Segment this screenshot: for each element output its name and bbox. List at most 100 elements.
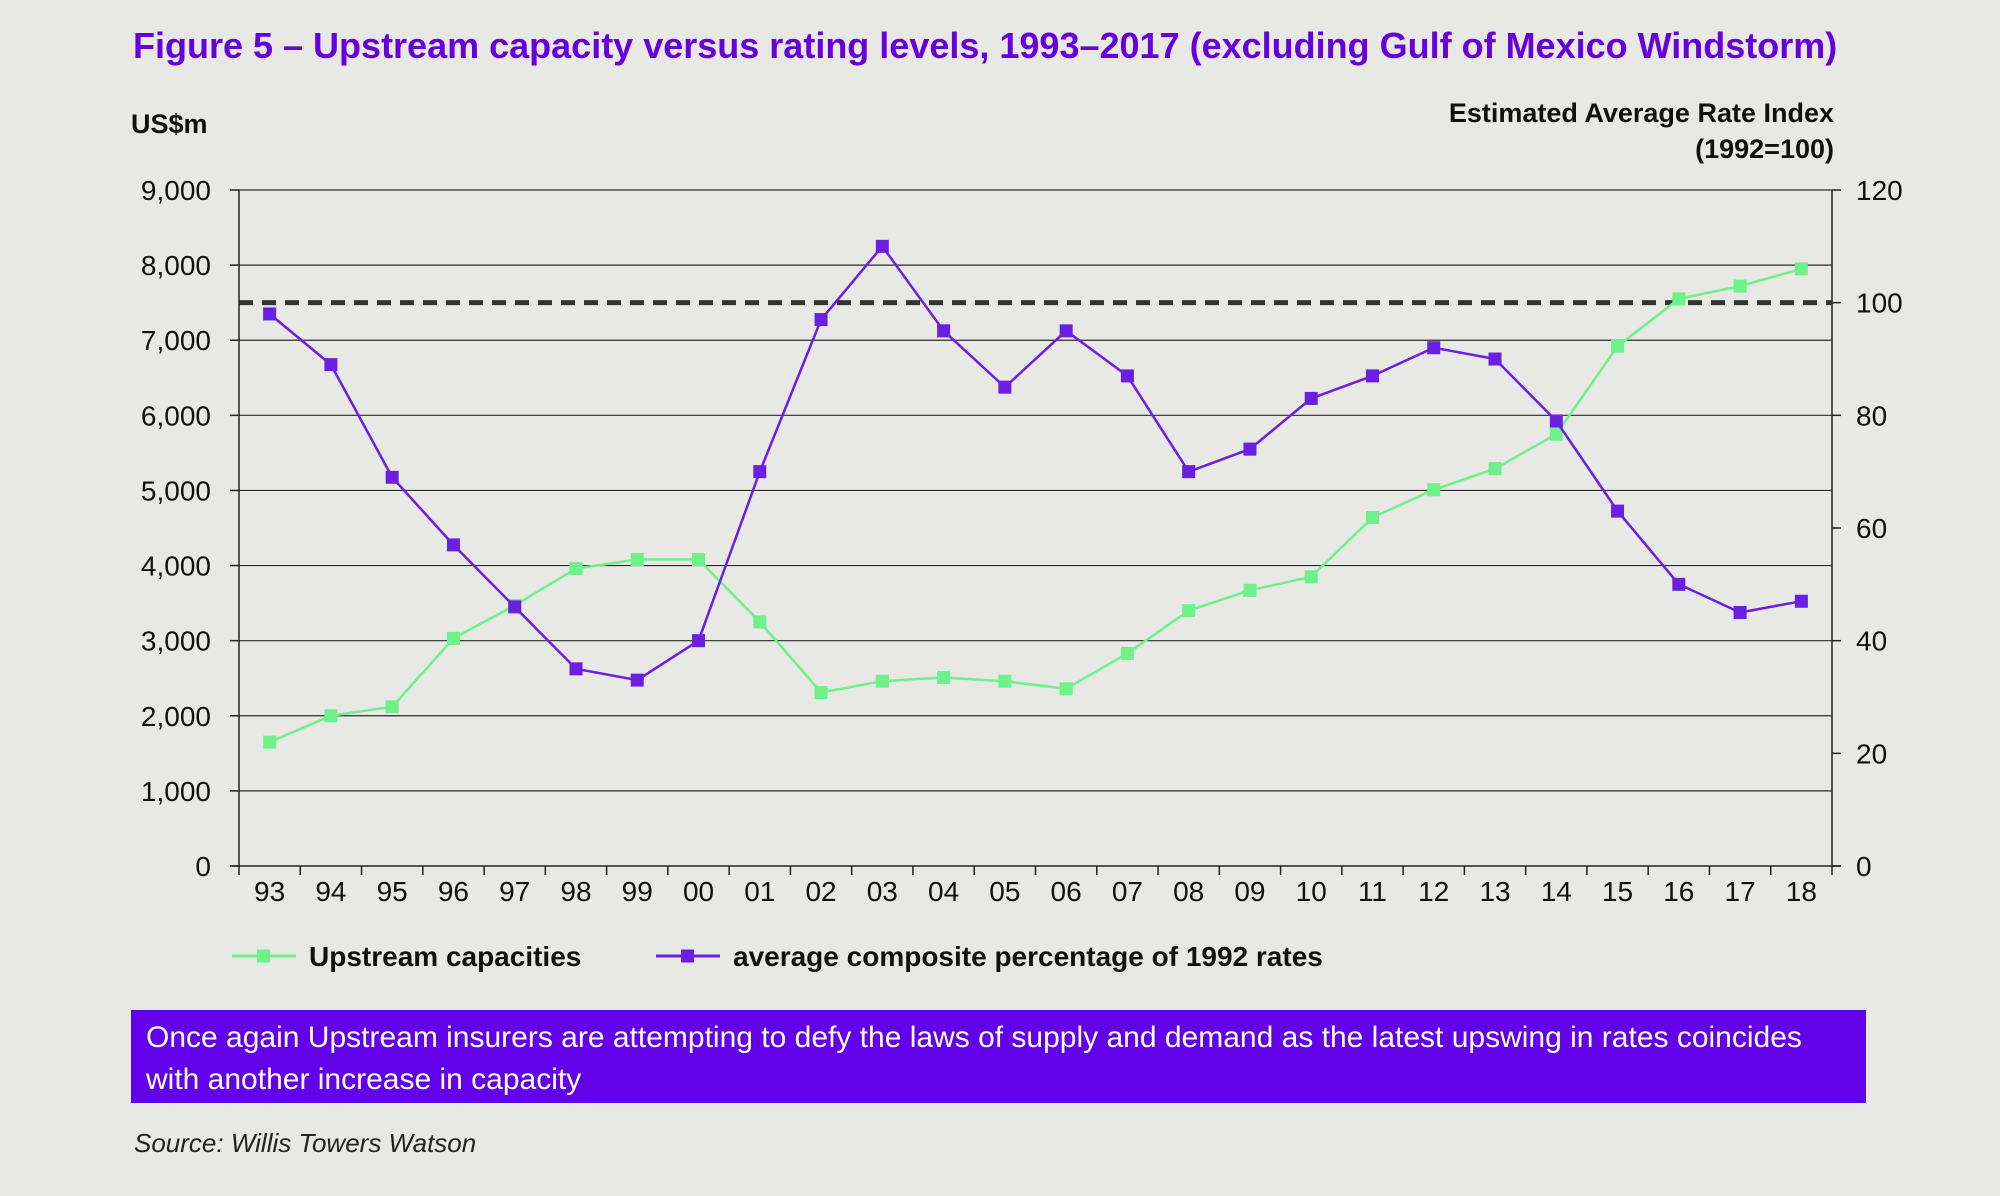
- rate-point: [630, 673, 644, 687]
- x-tick-label: 93: [254, 876, 285, 907]
- capacity-point: [630, 553, 644, 567]
- x-tick-label: 05: [989, 876, 1020, 907]
- rate-point: [998, 380, 1012, 394]
- legend-rate-marker: [681, 949, 694, 963]
- legend-capacity-label: Upstream capacities: [309, 941, 581, 972]
- rate-point: [324, 358, 338, 372]
- right-tick-label: 120: [1856, 175, 1903, 206]
- rate-point: [385, 470, 399, 484]
- rate-point: [446, 538, 460, 552]
- rate-point: [1733, 606, 1747, 619]
- capacity-point: [385, 700, 399, 714]
- x-tick-label: 15: [1602, 876, 1633, 907]
- rate-point: [263, 307, 277, 321]
- right-tick-label: 0: [1856, 851, 1872, 882]
- left-tick-label: 1,000: [141, 776, 211, 807]
- rate-point: [508, 600, 522, 614]
- right-tick-label: 100: [1856, 288, 1903, 319]
- x-tick-label: 10: [1296, 876, 1327, 907]
- capacity-point: [263, 735, 277, 749]
- left-tick-label: 0: [195, 851, 211, 882]
- capacity-point: [1794, 262, 1808, 276]
- x-tick-label: 14: [1541, 876, 1572, 907]
- x-tick-label: 97: [499, 876, 530, 907]
- left-tick-label: 5,000: [141, 475, 211, 506]
- rate-point: [1794, 594, 1808, 608]
- x-tick-label: 99: [622, 876, 653, 907]
- x-tick-label: 94: [315, 876, 346, 907]
- rate-point: [937, 324, 951, 338]
- x-tick-label: 18: [1786, 876, 1817, 907]
- capacity-point: [1611, 339, 1625, 353]
- rate-point: [1182, 465, 1196, 479]
- capacity-point: [324, 709, 338, 723]
- capacity-point: [875, 674, 889, 688]
- rate-point: [569, 662, 583, 676]
- x-tick-label: 11: [1358, 876, 1387, 907]
- tick-labels: 0 1,000 2,000 3,000 4,000 5,000 6,000 7,000 8,00…: [141, 175, 1903, 907]
- capacity-point: [1733, 279, 1747, 293]
- capacity-point: [753, 615, 767, 629]
- left-tick-label: 8,000: [141, 250, 211, 281]
- legend: Upstream capacities average composite per…: [232, 941, 1323, 972]
- x-tick-label: 13: [1479, 876, 1510, 907]
- x-tick-label: 07: [1112, 876, 1143, 907]
- x-tick-label: 16: [1663, 876, 1694, 907]
- right-tick-label: 20: [1856, 738, 1887, 769]
- x-tick-label: 06: [1051, 876, 1082, 907]
- left-tick-label: 7,000: [141, 325, 211, 356]
- rate-point: [814, 313, 828, 327]
- rate-point: [1427, 341, 1441, 355]
- x-tick-label: 03: [867, 876, 898, 907]
- x-tick-label: 08: [1173, 876, 1204, 907]
- rate-point: [1365, 369, 1379, 383]
- callout-text: Once again Upstream insurers are attempt…: [146, 1021, 1802, 1096]
- left-axis-label: US$m: [131, 109, 208, 139]
- rate-point: [753, 465, 767, 479]
- capacity-point: [1488, 462, 1502, 476]
- rate-point: [1672, 577, 1686, 591]
- capacity-point: [1549, 427, 1563, 441]
- capacity-point: [1120, 646, 1134, 660]
- x-tick-label: 96: [438, 876, 469, 907]
- rate-point: [1059, 324, 1073, 338]
- capacity-point: [937, 670, 951, 684]
- x-tick-label: 12: [1418, 876, 1449, 907]
- left-tick-label: 9,000: [141, 175, 211, 206]
- callout-box: Once again Upstream insurers are attempt…: [131, 1010, 1866, 1103]
- rate-point: [692, 634, 706, 648]
- capacity-point: [1304, 570, 1318, 584]
- x-tick-label: 17: [1725, 876, 1756, 907]
- rate-point: [1488, 352, 1502, 366]
- x-tick-label: 09: [1234, 876, 1265, 907]
- axes: [230, 189, 1841, 875]
- right-axis-label-line2: (1992=100): [1695, 134, 1834, 164]
- series-layer: [263, 239, 1808, 749]
- x-tick-label: 02: [805, 876, 836, 907]
- capacity-point: [1243, 583, 1257, 597]
- rate-point: [1611, 504, 1625, 518]
- right-tick-label: 40: [1856, 626, 1887, 657]
- left-tick-label: 3,000: [141, 626, 211, 657]
- capacity-point: [1059, 682, 1073, 696]
- left-tick-label: 6,000: [141, 400, 211, 431]
- legend-rate-label: average composite percentage of 1992 rat…: [733, 941, 1323, 972]
- x-tick-label: 01: [744, 876, 775, 907]
- capacity-point: [814, 685, 828, 699]
- left-tick-label: 4,000: [141, 551, 211, 582]
- right-tick-label: 80: [1856, 400, 1887, 431]
- capacity-series-line: [269, 267, 1802, 744]
- capacity-point: [569, 562, 583, 576]
- rate-point: [875, 239, 889, 253]
- chart-title: Figure 5 – Upstream capacity versus rati…: [133, 25, 1837, 66]
- rate-point: [1304, 391, 1318, 405]
- left-tick-label: 2,000: [141, 701, 211, 732]
- rate-point: [1243, 442, 1257, 456]
- x-tick-label: 00: [683, 876, 714, 907]
- capacity-point: [1365, 510, 1379, 524]
- capacity-point: [1427, 483, 1441, 497]
- gridlines: [239, 189, 1832, 792]
- capacity-point: [1182, 604, 1196, 618]
- capacity-point: [446, 631, 460, 645]
